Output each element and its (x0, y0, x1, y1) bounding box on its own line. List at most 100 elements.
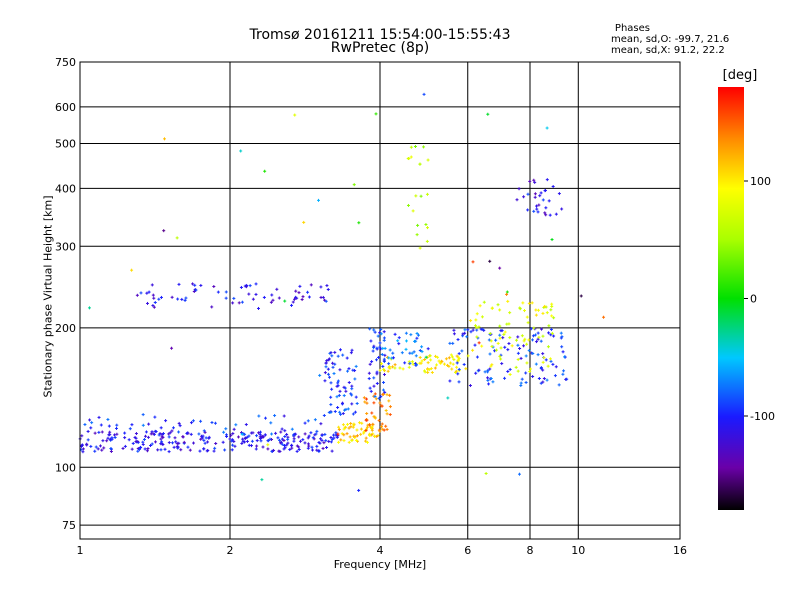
echo-point (471, 328, 475, 332)
echo-point (254, 447, 258, 451)
echo-point (222, 430, 226, 434)
echo-point (347, 440, 351, 444)
echo-point (372, 344, 376, 348)
echo-point (279, 440, 283, 444)
echo-point (489, 376, 493, 380)
echo-point (330, 354, 334, 358)
echo-point (370, 411, 374, 415)
echo-point (516, 343, 520, 347)
echo-point (102, 446, 106, 450)
echo-point (271, 298, 275, 302)
echo-point (258, 430, 262, 434)
echo-point (338, 368, 342, 372)
echo-point (382, 373, 386, 377)
echo-point (406, 203, 410, 207)
echo-point (315, 444, 319, 448)
echo-point (560, 345, 564, 349)
echo-point (541, 380, 545, 384)
echo-point (381, 388, 385, 392)
echo-point (171, 426, 175, 430)
echo-point (160, 440, 164, 444)
echo-point (539, 339, 543, 343)
echo-point (302, 220, 306, 224)
echo-point (307, 295, 311, 299)
echo-point (419, 194, 423, 198)
echo-point (522, 309, 526, 313)
echo-point (387, 399, 391, 403)
echo-point (365, 412, 369, 416)
echo-point (177, 282, 181, 286)
echo-point (280, 442, 284, 446)
echo-point (434, 354, 438, 358)
echo-point (276, 436, 280, 440)
echo-point (379, 395, 383, 399)
echo-point (243, 440, 247, 444)
echo-point (143, 447, 147, 451)
echo-point (379, 425, 383, 429)
echo-point (351, 425, 355, 429)
echo-point (327, 410, 331, 414)
echo-point (100, 448, 104, 452)
echo-point (455, 361, 459, 365)
echo-point (428, 354, 432, 358)
echo-point (475, 335, 479, 339)
echo-point (150, 283, 154, 287)
echo-point (273, 414, 277, 418)
echo-point (182, 440, 186, 444)
echo-point (418, 246, 422, 250)
echo-point (520, 377, 524, 381)
echo-point (228, 437, 232, 441)
echo-point (332, 436, 336, 440)
echo-point (260, 478, 264, 482)
echo-point (329, 395, 333, 399)
echo-point (161, 443, 165, 447)
echo-point (528, 369, 532, 373)
echo-point (248, 284, 252, 288)
echo-point (130, 423, 134, 427)
echo-point (563, 355, 567, 359)
echo-point (384, 424, 388, 428)
echo-point (468, 384, 472, 388)
echo-point (327, 358, 331, 362)
echo-point (86, 438, 90, 442)
echo-point (537, 203, 541, 207)
echo-point (342, 427, 346, 431)
echo-point (368, 327, 372, 331)
echo-point (191, 282, 195, 286)
echo-point (297, 445, 301, 449)
echo-point (379, 332, 383, 336)
echo-point (145, 291, 149, 295)
echo-point (247, 434, 251, 438)
echo-point (99, 423, 103, 427)
echo-point (494, 348, 498, 352)
echo-point (180, 297, 184, 301)
echo-point (423, 369, 427, 373)
echo-point (145, 449, 149, 453)
echo-point (516, 351, 520, 355)
y-tick-label: 400 (55, 182, 76, 195)
echo-point (173, 436, 177, 440)
phases-o-mode: mean, sd,O: -99.7, 21.6 (611, 34, 730, 45)
echo-point (546, 364, 550, 368)
echo-point (297, 435, 301, 439)
echo-point (372, 328, 376, 332)
echo-point (522, 344, 526, 348)
echo-point (505, 290, 509, 294)
echo-point (233, 444, 237, 448)
echo-point (368, 362, 372, 366)
echo-point (332, 433, 336, 437)
echo-point (240, 300, 244, 304)
echo-point (382, 392, 386, 396)
echo-point (121, 446, 125, 450)
echo-point (404, 347, 408, 351)
echo-point (539, 381, 543, 385)
echo-point (338, 410, 342, 414)
echo-point (451, 362, 455, 366)
echo-point (349, 351, 353, 355)
echo-point (466, 328, 470, 332)
echo-point (319, 285, 323, 289)
echo-point (377, 419, 381, 423)
echo-point (373, 434, 377, 438)
echo-point (532, 209, 536, 213)
echo-point (426, 158, 430, 162)
